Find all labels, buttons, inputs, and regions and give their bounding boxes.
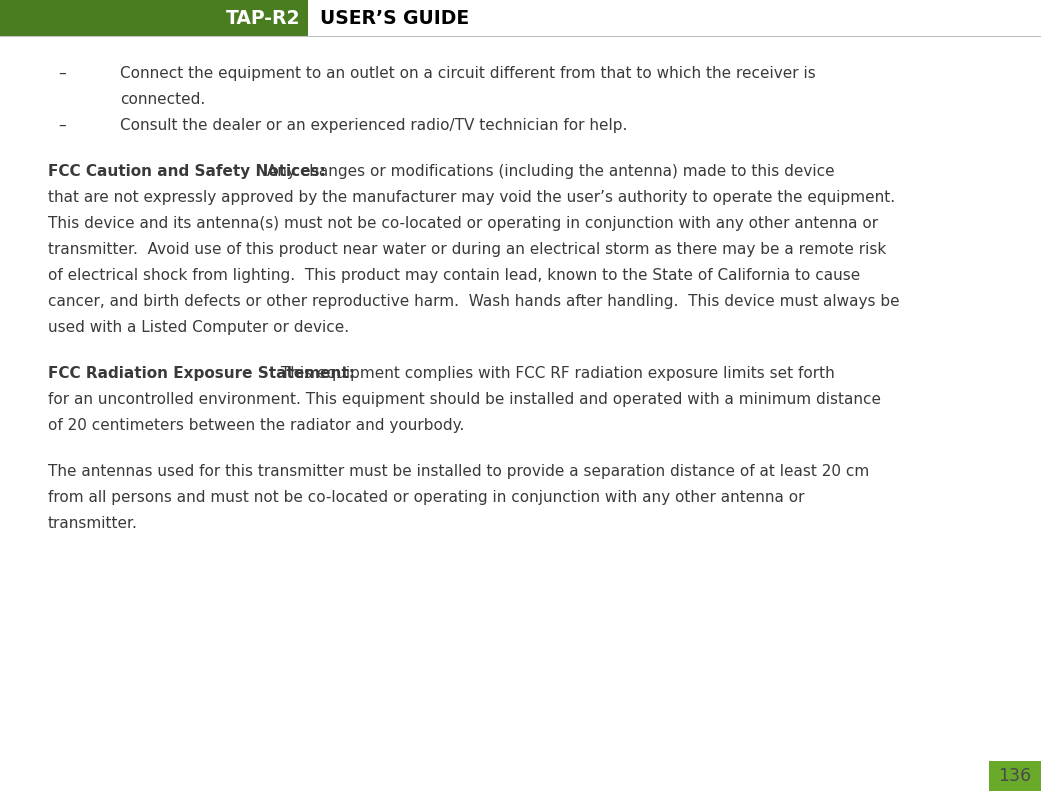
Text: –: – <box>58 66 66 81</box>
Text: Any changes or modifications (including the antenna) made to this device: Any changes or modifications (including … <box>262 164 835 179</box>
Text: Connect the equipment to an outlet on a circuit different from that to which the: Connect the equipment to an outlet on a … <box>120 66 816 81</box>
Text: USER’S GUIDE: USER’S GUIDE <box>320 9 469 28</box>
Text: of electrical shock from lighting.  This product may contain lead, known to the : of electrical shock from lighting. This … <box>48 268 860 283</box>
Text: This equipment complies with FCC RF radiation exposure limits set forth: This equipment complies with FCC RF radi… <box>276 366 835 381</box>
Bar <box>0 0 308 36</box>
Text: The antennas used for this transmitter must be installed to provide a separation: The antennas used for this transmitter m… <box>48 464 869 479</box>
Text: that are not expressly approved by the manufacturer may void the user’s authorit: that are not expressly approved by the m… <box>48 190 895 205</box>
Text: TAP-R2: TAP-R2 <box>226 9 300 28</box>
Text: connected.: connected. <box>120 92 205 107</box>
Text: cancer, and birth defects or other reproductive harm.  Wash hands after handling: cancer, and birth defects or other repro… <box>48 294 899 309</box>
Text: FCC Caution and Safety Notices:: FCC Caution and Safety Notices: <box>48 164 326 179</box>
Text: transmitter.  Avoid use of this product near water or during an electrical storm: transmitter. Avoid use of this product n… <box>48 242 886 257</box>
Text: from all persons and must not be co-located or operating in conjunction with any: from all persons and must not be co-loca… <box>48 490 805 505</box>
Text: for an uncontrolled environment. This equipment should be installed and operated: for an uncontrolled environment. This eq… <box>48 392 881 407</box>
Text: used with a Listed Computer or device.: used with a Listed Computer or device. <box>48 320 349 335</box>
Bar <box>989 761 1041 791</box>
Text: This device and its antenna(s) must not be co-located or operating in conjunctio: This device and its antenna(s) must not … <box>48 216 879 231</box>
Text: Consult the dealer or an experienced radio/TV technician for help.: Consult the dealer or an experienced rad… <box>120 118 628 133</box>
Text: of 20 centimeters between the radiator and yourbody.: of 20 centimeters between the radiator a… <box>48 418 464 433</box>
Text: –: – <box>58 118 66 133</box>
Text: 136: 136 <box>998 767 1032 785</box>
Text: transmitter.: transmitter. <box>48 516 137 531</box>
Text: FCC Radiation Exposure Statement:: FCC Radiation Exposure Statement: <box>48 366 355 381</box>
